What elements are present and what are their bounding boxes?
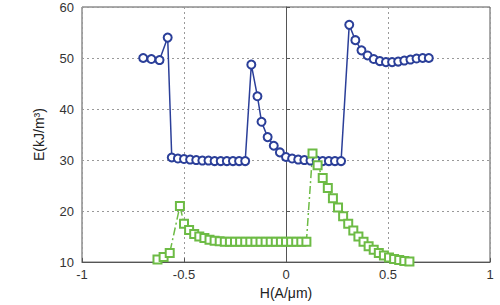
svg-text:10: 10 <box>60 255 74 270</box>
svg-text:0.5: 0.5 <box>379 267 397 282</box>
svg-text:50: 50 <box>60 51 74 66</box>
svg-text:-1: -1 <box>76 267 88 282</box>
svg-text:60: 60 <box>60 0 74 15</box>
svg-text:30: 30 <box>60 153 74 168</box>
svg-text:E(kJ/m³): E(kJ/m³) <box>31 108 47 161</box>
svg-text:1: 1 <box>486 267 493 282</box>
svg-text:40: 40 <box>60 102 74 117</box>
svg-text:-0.5: -0.5 <box>173 267 195 282</box>
svg-text:0: 0 <box>282 267 289 282</box>
svg-text:H(A/μm): H(A/μm) <box>260 285 312 301</box>
svg-text:20: 20 <box>60 204 74 219</box>
